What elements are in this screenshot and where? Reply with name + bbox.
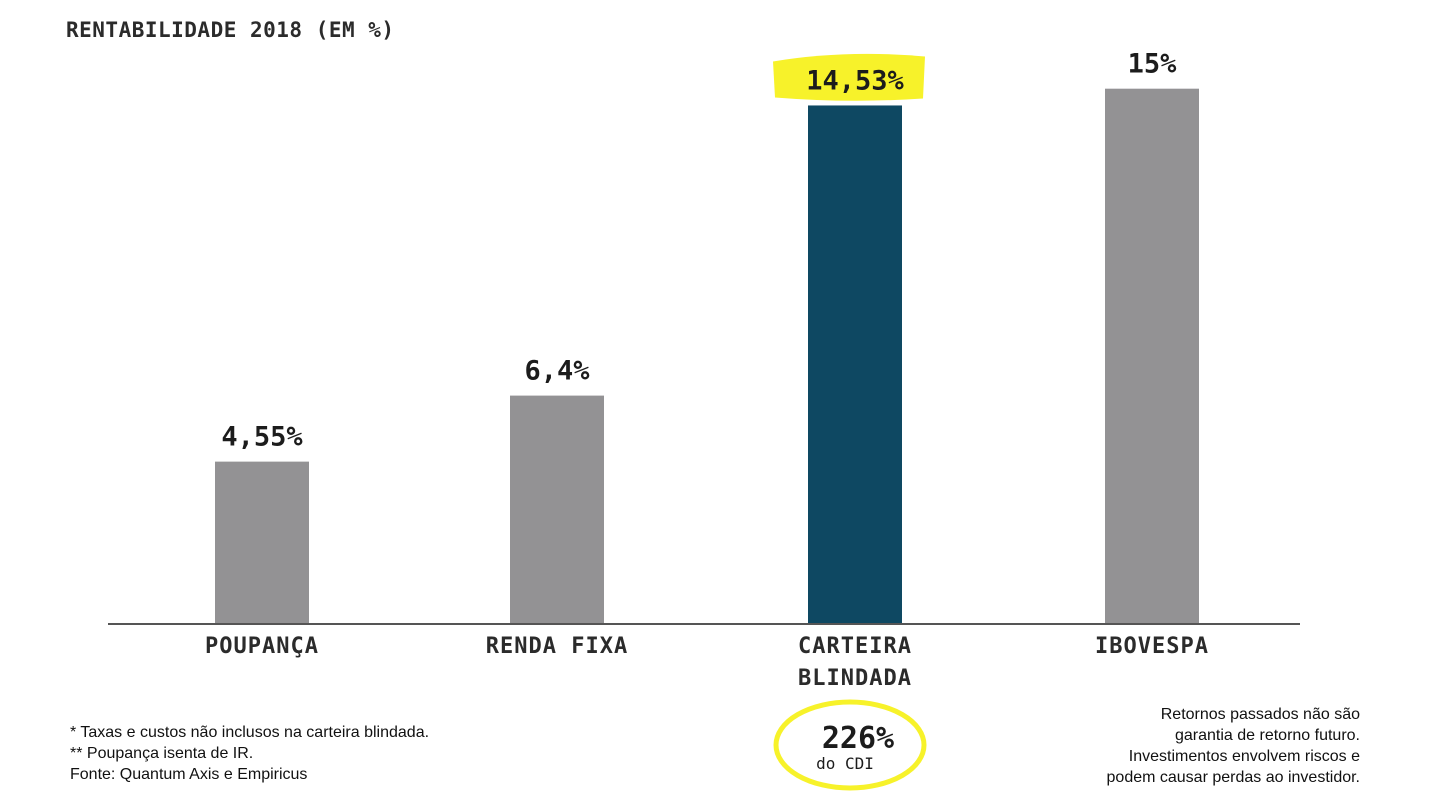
source-line: Fonte: Quantum Axis e Empiricus (70, 766, 308, 783)
value-label: 14,53% (806, 65, 904, 96)
footnote-line: * Taxas e custos não inclusos na carteir… (70, 724, 430, 741)
highlight-circle (773, 699, 927, 791)
disclaimer-line: Investimentos envolvem riscos e (1128, 748, 1360, 765)
value-label: 4,55% (221, 422, 303, 453)
category-label: RENDA FIXA (486, 634, 628, 659)
highlight-marker (773, 53, 925, 101)
disclaimer-line: podem causar perdas ao investidor. (1106, 769, 1360, 786)
chart-title: RENTABILIDADE 2018 (EM %) (66, 18, 395, 42)
annotation-value: 226% (822, 721, 894, 756)
footnotes-left: * Taxas e custos não inclusos na carteir… (70, 722, 429, 785)
bar (215, 461, 309, 624)
disclaimer-line: garantia de retorno futuro. (1174, 727, 1360, 744)
annotation-label: do CDI (816, 754, 874, 773)
bar (510, 395, 604, 624)
category-label: BLINDADA (798, 666, 912, 691)
bar (1105, 88, 1199, 624)
disclaimer: Retornos passados não são garantia de re… (1000, 704, 1360, 788)
disclaimer-line: Retornos passados não são (1160, 706, 1360, 723)
category-label: POUPANÇA (205, 634, 319, 659)
value-label: 15% (1128, 49, 1178, 80)
footnote-line: ** Poupança isenta de IR. (70, 745, 254, 762)
category-label: IBOVESPA (1095, 634, 1209, 659)
category-label: CARTEIRA (798, 634, 912, 659)
value-label: 6,4% (524, 356, 590, 387)
bar (808, 105, 902, 624)
